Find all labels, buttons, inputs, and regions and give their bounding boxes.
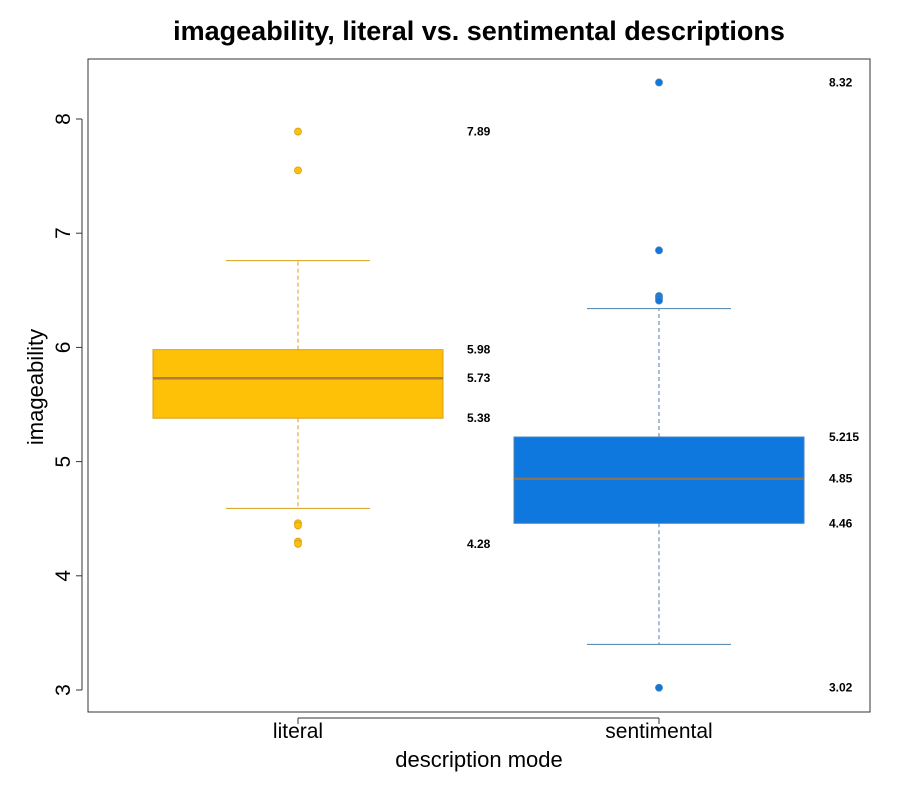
box-sentimental [513,436,805,524]
x-tick-label: sentimental [605,720,712,743]
value-annotation: 8.32 [829,75,853,89]
value-annotation: 5.215 [829,430,859,444]
value-annotation: 3.02 [829,681,853,695]
value-annotation: 5.73 [467,371,491,385]
plot-frame [87,58,871,713]
outlier-point [655,246,663,255]
outlier-point [655,296,663,305]
x-tick-label: literal [273,720,323,743]
y-tick-label: 3 [52,684,75,696]
outlier-point [655,78,663,87]
value-annotation: 7.89 [467,125,491,139]
value-annotation: 4.46 [829,516,853,530]
outlier-point [294,166,302,175]
outlier-point [655,683,663,692]
value-annotation: 5.38 [467,411,491,425]
value-annotation: 4.28 [467,537,491,551]
box-literal [152,349,444,419]
value-annotation: 5.98 [467,343,491,357]
y-tick-label: 8 [52,113,75,125]
chart-title: imageability, literal vs. sentimental de… [173,16,785,46]
value-annotation: 4.85 [829,472,853,486]
outlier-point [294,539,302,548]
outlier-point [294,127,302,136]
y-tick-label: 6 [52,342,75,354]
y-tick-label: 7 [52,227,75,239]
outlier-point [294,521,302,530]
y-axis-label: imageability [23,329,48,445]
y-tick-label: 5 [52,456,75,468]
y-tick-label: 4 [52,570,75,582]
chart-marks: 3 4 5 6 7 8 literal sentimental 7.89 5.98 5.73 5.38… [52,75,859,743]
x-axis-label: description mode [395,747,563,772]
